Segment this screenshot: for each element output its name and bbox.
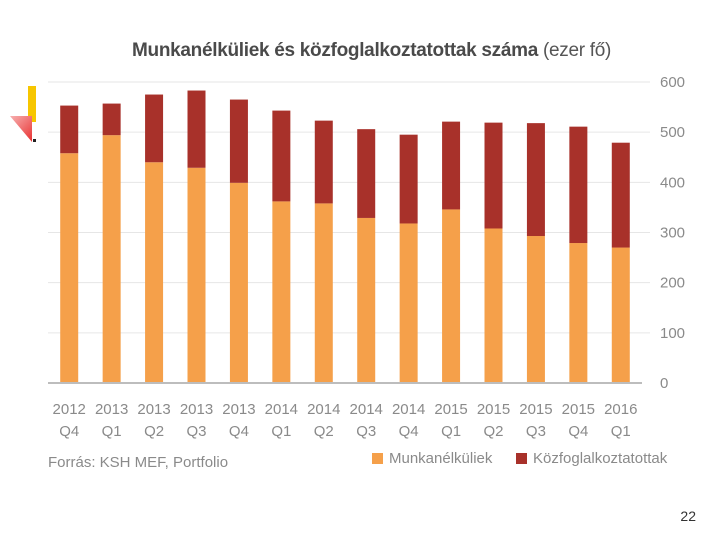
bar-public-workers: [526, 123, 545, 237]
bar-unemployed: [314, 203, 333, 383]
legend-item-public-workers: Közfoglalkoztatottak: [516, 450, 667, 467]
bar-unemployed: [442, 209, 461, 383]
x-tick-label-quarter: Q2: [483, 423, 503, 440]
bar-unemployed: [357, 217, 376, 383]
x-tick-label-quarter: Q4: [229, 423, 249, 440]
x-tick-label-year: 2013: [95, 401, 128, 418]
bar-public-workers: [484, 122, 503, 229]
bar-unemployed: [399, 223, 418, 383]
x-tick-label-quarter: Q2: [144, 423, 164, 440]
y-tick-label: 0: [660, 375, 668, 392]
x-tick-label-year: 2012: [53, 401, 86, 418]
bar-public-workers: [314, 120, 333, 204]
bar-unemployed: [484, 228, 503, 383]
bar-public-workers: [399, 134, 418, 224]
x-tick-label-year: 2016: [604, 401, 637, 418]
x-tick-label-quarter: Q1: [441, 423, 461, 440]
legend-swatch-unemployed: [372, 453, 383, 464]
x-tick-label-year: 2014: [350, 401, 383, 418]
x-tick-label-year: 2015: [477, 401, 510, 418]
bar-public-workers: [442, 121, 461, 210]
x-tick-label-quarter: Q2: [314, 423, 334, 440]
x-tick-label-quarter: Q1: [611, 423, 631, 440]
page-number: 22: [680, 508, 696, 524]
bar-unemployed: [145, 162, 164, 383]
legend-label-public-workers: Közfoglalkoztatottak: [533, 450, 668, 467]
bar-public-workers: [611, 142, 630, 248]
bar-unemployed: [272, 201, 291, 383]
y-tick-label: 100: [660, 325, 685, 342]
y-tick-label: 500: [660, 124, 685, 141]
x-tick-label-year: 2013: [137, 401, 170, 418]
bar-public-workers: [187, 90, 206, 168]
y-tick-label: 300: [660, 225, 685, 242]
legend-label-unemployed: Munkanélküliek: [389, 450, 493, 467]
x-tick-label-quarter: Q4: [59, 423, 79, 440]
x-tick-label-quarter: Q3: [356, 423, 376, 440]
bar-public-workers: [569, 126, 588, 244]
bar-public-workers: [102, 103, 121, 136]
chart-title-main: Munkanélküliek és közfoglalkoztatottak s…: [132, 40, 538, 61]
x-tick-label-year: 2014: [392, 401, 425, 418]
bar-unemployed: [526, 236, 545, 383]
x-tick-label-quarter: Q4: [568, 423, 588, 440]
x-tick-label-year: 2014: [265, 401, 298, 418]
bar-unemployed: [102, 135, 121, 383]
decor-dot: [33, 139, 36, 142]
x-tick-label-quarter: Q3: [186, 423, 206, 440]
bar-unemployed: [187, 167, 206, 383]
bar-public-workers: [272, 110, 291, 202]
chart-title: Munkanélküliek és közfoglalkoztatottak s…: [132, 40, 611, 62]
y-tick-label: 400: [660, 174, 685, 191]
bar-unemployed: [229, 182, 248, 383]
x-tick-label-quarter: Q4: [399, 423, 419, 440]
x-tick-label-year: 2015: [519, 401, 552, 418]
legend-swatch-public-workers: [516, 453, 527, 464]
x-tick-label-quarter: Q1: [102, 423, 122, 440]
bar-public-workers: [229, 99, 248, 183]
bar-public-workers: [145, 94, 164, 163]
bar-public-workers: [357, 129, 376, 218]
bar-unemployed: [611, 247, 630, 383]
x-tick-label-year: 2014: [307, 401, 340, 418]
bar-unemployed: [569, 243, 588, 383]
x-tick-label-quarter: Q1: [271, 423, 291, 440]
chart-title-unit: (ezer fő): [542, 40, 612, 61]
legend-item-unemployed: Munkanélküliek: [372, 450, 492, 467]
decor-yellow-bar: [28, 86, 36, 122]
x-tick-label-year: 2013: [180, 401, 213, 418]
source-note: Forrás: KSH MEF, Portfolio: [48, 454, 229, 471]
bar-unemployed: [60, 153, 79, 383]
x-tick-label-quarter: Q3: [526, 423, 546, 440]
bar-public-workers: [60, 105, 79, 154]
x-tick-label-year: 2015: [434, 401, 467, 418]
y-tick-label: 200: [660, 275, 685, 292]
x-tick-label-year: 2013: [222, 401, 255, 418]
x-tick-label-year: 2015: [562, 401, 595, 418]
y-tick-label: 600: [660, 74, 685, 91]
